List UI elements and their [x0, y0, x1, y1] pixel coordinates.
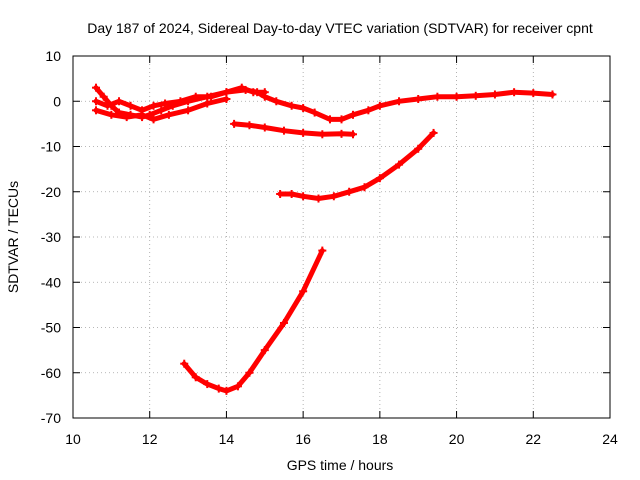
series-arc-3	[92, 94, 231, 124]
y-tick-label: 10	[45, 48, 61, 64]
series-arc-5	[276, 128, 438, 203]
y-tick-label: -30	[41, 229, 61, 245]
grid	[73, 56, 610, 418]
chart-title: Day 187 of 2024, Sidereal Day-to-day VTE…	[87, 20, 593, 36]
y-tick-label: -40	[41, 274, 61, 290]
y-tick-label: -60	[41, 365, 61, 381]
series-arc-6	[180, 246, 327, 395]
x-tick-label: 12	[142, 431, 158, 447]
x-tick-label: 22	[525, 431, 541, 447]
y-tick-label: -70	[41, 410, 61, 426]
x-tick-label: 14	[219, 431, 235, 447]
series-group	[92, 83, 557, 395]
y-axis-label: SDTVAR / TECUs	[5, 181, 21, 293]
y-tick-label: -20	[41, 184, 61, 200]
x-axis-label: GPS time / hours	[287, 457, 394, 473]
y-tick-label: -10	[41, 139, 61, 155]
x-tick-label: 16	[295, 431, 311, 447]
x-tick-label: 10	[65, 431, 81, 447]
series-line	[181, 248, 325, 394]
ticks: 10 12 14 16 18 20 22 24 10 0 -10 -20 -30 -40 -50 -60 -70	[41, 48, 618, 447]
x-tick-label: 24	[602, 431, 618, 447]
x-tick-label: 20	[449, 431, 465, 447]
y-tick-label: -50	[41, 320, 61, 336]
x-tick-label: 18	[372, 431, 388, 447]
series-arc-4	[230, 119, 358, 139]
y-tick-label: 0	[53, 93, 61, 109]
